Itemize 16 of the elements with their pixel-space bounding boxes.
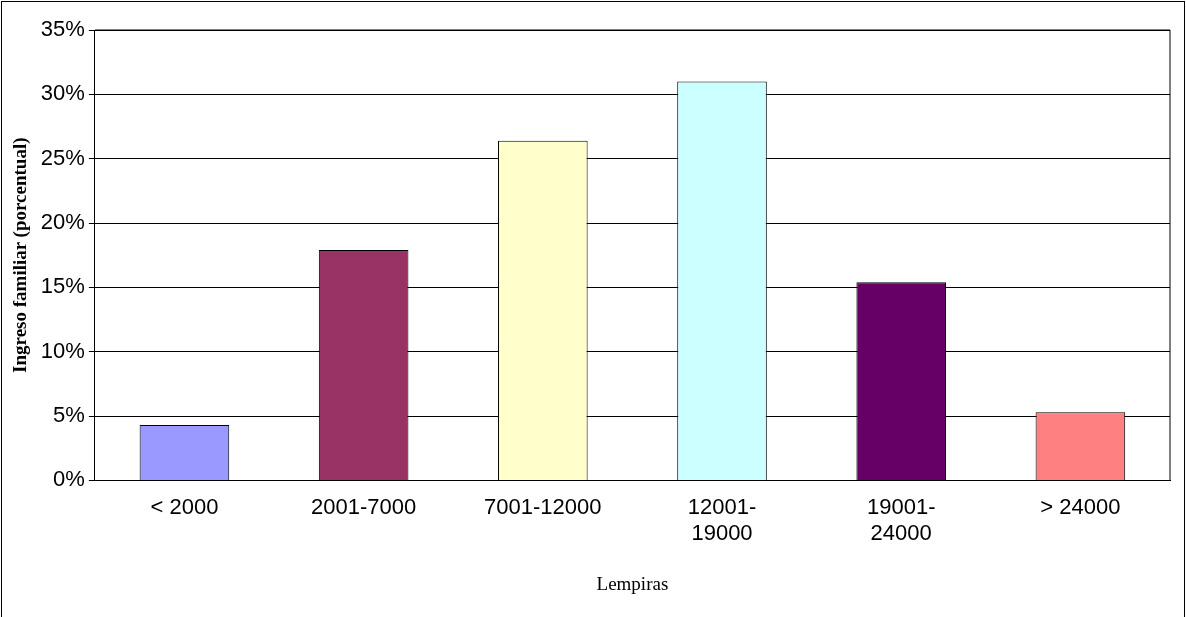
x-tick-label: > 24000 (1040, 493, 1121, 519)
y-tick-label: 20% (40, 209, 85, 235)
y-tick-label: 5% (53, 402, 85, 428)
x-axis-title: Lempiras (596, 572, 669, 594)
x-tick-label: < 2000 (150, 493, 219, 519)
y-tick-label: 30% (40, 80, 85, 106)
x-tick-label: 2001-7000 (311, 493, 417, 519)
y-tick-label: 25% (40, 144, 85, 170)
y-tick-label: 10% (40, 337, 85, 363)
x-tick-label: 7001-12000 (484, 493, 602, 519)
x-tick-label: 19001- 24000 (866, 493, 936, 546)
x-tick-label: 12001- 19000 (687, 493, 757, 546)
y-tick-label: 35% (40, 16, 85, 42)
y-axis-title: Ingreso familiar (porcentual) (9, 137, 32, 373)
y-tick-label: 0% (53, 466, 85, 492)
y-tick-label: 15% (40, 273, 85, 299)
